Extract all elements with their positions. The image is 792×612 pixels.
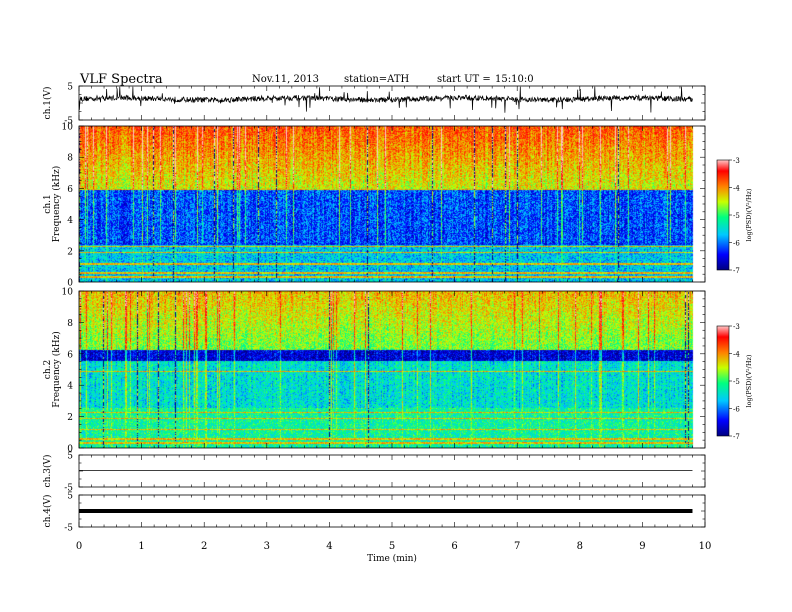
ch2-spec-ytick: 4 <box>67 382 73 392</box>
ch1-spec-colorbar-label: log(PSD)(V²/Hz) <box>745 188 753 241</box>
ch4-wave-ytick: 5 <box>67 492 73 502</box>
ch1-spec-ytick: 6 <box>67 185 73 195</box>
ch1-spec-colorbar-tick: -5 <box>733 212 740 220</box>
ch2-spec-colorbar-tick: -6 <box>733 406 740 414</box>
ch4-wave-ytick: -5 <box>64 524 73 534</box>
ch2-spec-ytick: 6 <box>67 350 73 360</box>
x-axis-label: Time (min) <box>367 553 417 564</box>
ch2-spec-heatmap <box>79 291 705 448</box>
start-label: start UT = <box>437 74 491 85</box>
x-tick-label: 0 <box>76 541 82 552</box>
x-tick-label: 5 <box>389 541 395 552</box>
ch1-spec-ylabel: Frequency (kHz) <box>51 166 62 243</box>
ch1-spec-colorbar-tick: -7 <box>733 267 740 275</box>
x-tick-label: 1 <box>138 541 144 552</box>
x-tick-label: 2 <box>201 541 207 552</box>
ch4-wave-ylabel: ch.4(V) <box>42 495 53 528</box>
ch2-spec-colorbar-tick: -4 <box>733 351 740 359</box>
x-tick-label: 10 <box>699 541 712 552</box>
ch2-spec-ytick: 0 <box>67 445 73 455</box>
ch1-spec-colorbar-tick: -4 <box>733 185 740 193</box>
ch1-wave-ytick: 5 <box>67 83 73 93</box>
ch3-wave-ytick: -5 <box>64 484 73 494</box>
ch3-wave-ytick: 5 <box>67 452 73 462</box>
ch1-spec-ytick: 8 <box>67 154 73 164</box>
ch1-spec-ytick: 0 <box>67 279 73 289</box>
x-tick-label: 6 <box>451 541 457 552</box>
start-time: 15:10:0 <box>495 74 534 85</box>
ch1-wave-ylabel: ch.1(V) <box>42 87 53 120</box>
ch2-spec-ytick: 10 <box>62 288 74 298</box>
ch1-spec-colorbar-tick: -3 <box>733 157 740 165</box>
ch1-wave-ytick: -5 <box>64 117 73 127</box>
chart-title: VLF Spectra <box>80 72 163 87</box>
ch3-wave-ylabel: ch.3(V) <box>42 455 53 488</box>
x-tick-label: 3 <box>264 541 270 552</box>
ch2-spec-ylabel-channel: ch.2 <box>43 360 53 379</box>
x-tick-label: 9 <box>639 541 645 552</box>
ch2-spec-colorbar-tick: -3 <box>733 323 740 331</box>
ch1-spec-ytick: 10 <box>62 123 74 133</box>
ch1-spec-colorbar-tick: -6 <box>733 240 740 248</box>
ch2-spec-ylabel: Frequency (kHz) <box>51 331 62 408</box>
ch2-spec-ytick: 8 <box>67 319 73 329</box>
ch2-spec-colorbar-label: log(PSD)(V²/Hz) <box>745 354 753 407</box>
ch1-spec-ylabel-channel: ch.1 <box>43 194 53 213</box>
ch1-spec-ytick: 2 <box>67 247 73 257</box>
x-tick-label: 7 <box>514 541 520 552</box>
ch2-spec-colorbar-tick: -5 <box>733 378 740 386</box>
ch2-spec-ytick: 2 <box>67 413 73 423</box>
ch1-spec-heatmap <box>79 126 705 282</box>
ch2-spec-colorbar-tick: -7 <box>733 433 740 441</box>
x-tick-label: 4 <box>326 541 332 552</box>
ch1-waveform <box>78 86 693 113</box>
station-label: station=ATH <box>344 74 410 85</box>
x-tick-label: 8 <box>577 541 583 552</box>
date-label: Nov.11, 2013 <box>252 74 319 85</box>
ch2-spec-colorbar <box>716 325 730 437</box>
ch1-spec-ytick: 4 <box>67 216 73 226</box>
ch1-spec-colorbar <box>716 159 730 271</box>
